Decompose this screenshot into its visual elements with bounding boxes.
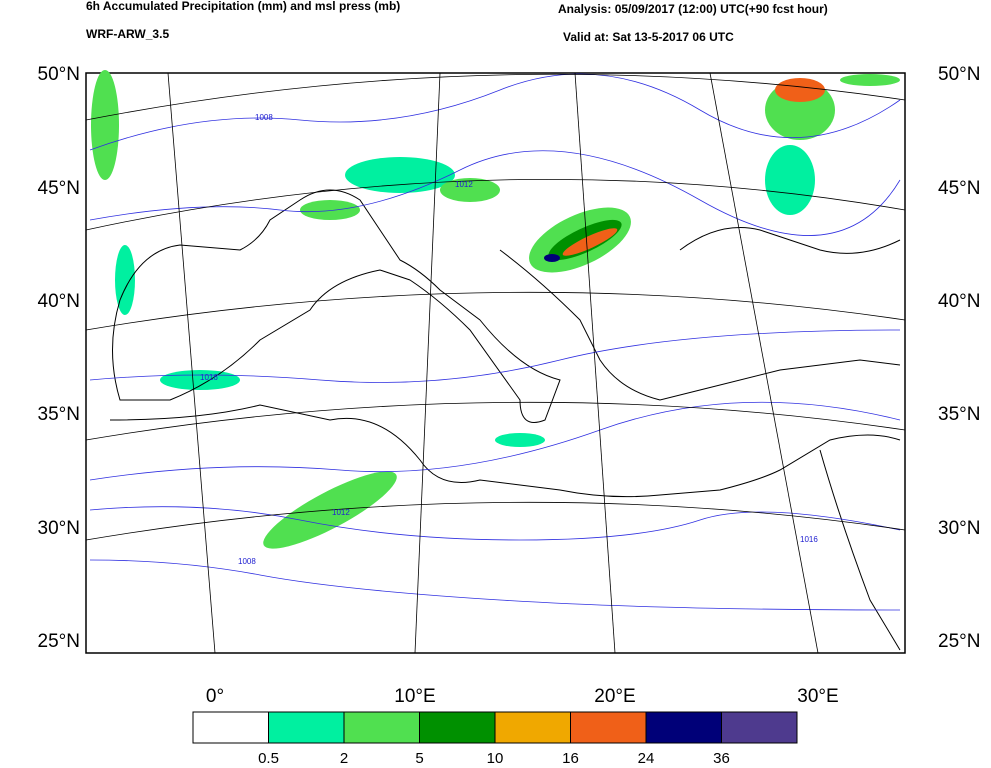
lat-label: 30°N (38, 518, 80, 539)
colorbar-box (645, 711, 722, 744)
map: 1008 1012 1016 1008 1012 1016 (85, 70, 906, 654)
lat-label: 35°N (938, 404, 980, 425)
colorbar-label: 10 (487, 750, 504, 767)
colorbar-box (192, 711, 269, 744)
isobar-label: 1012 (332, 508, 350, 517)
graticule (85, 72, 906, 654)
colorbar-label: 24 (638, 750, 655, 767)
lat-label: 45°N (38, 178, 80, 199)
colorbar-box (343, 711, 420, 744)
isobar-label: 1016 (200, 373, 218, 382)
analysis: Analysis: 05/09/2017 (12:00) UTC(+90 fcs… (558, 2, 828, 16)
model: WRF-ARW_3.5 (86, 27, 169, 41)
colorbar-label: 0.5 (258, 750, 279, 767)
colorbar-box (721, 711, 798, 744)
isobar-label: 1008 (255, 113, 273, 122)
title: 6h Accumulated Precipitation (mm) and ms… (86, 0, 400, 13)
lon-label: 30°E (797, 686, 838, 707)
lat-label: 40°N (938, 291, 980, 312)
colorbar-box (419, 711, 496, 744)
lat-label: 50°N (38, 64, 80, 85)
precip (91, 70, 900, 549)
isobar-label: 1008 (238, 557, 256, 566)
isobar-label: 1016 (800, 535, 818, 544)
colorbar-label: 16 (562, 750, 579, 767)
colorbar-box (570, 711, 647, 744)
lat-label: 50°N (938, 64, 980, 85)
lat-label: 25°N (38, 631, 80, 652)
colorbar-box (494, 711, 571, 744)
colorbar-box (268, 711, 345, 744)
isobar-label: 1012 (455, 180, 473, 189)
lat-label: 30°N (938, 518, 980, 539)
lat-label: 40°N (38, 291, 80, 312)
isobars (89, 73, 901, 611)
lat-label: 45°N (938, 178, 980, 199)
colorbar: 0.5 2 5 10 16 24 36 (192, 711, 798, 767)
axis-labels: 50°N 50°N 45°N 45°N 40°N 40°N 35°N 35°N 30°N 30°N… (38, 64, 981, 707)
colorbar-label: 36 (713, 750, 730, 767)
lat-label: 25°N (938, 631, 980, 652)
colorbar-label: 5 (415, 750, 423, 767)
coastlines (109, 189, 901, 651)
lat-label: 35°N (38, 404, 80, 425)
lon-label: 0° (206, 686, 224, 707)
lon-label: 10°E (394, 686, 435, 707)
colorbar-label: 2 (340, 750, 348, 767)
lon-label: 20°E (594, 686, 635, 707)
valid-time: Valid at: Sat 13-5-2017 06 UTC (563, 30, 734, 44)
